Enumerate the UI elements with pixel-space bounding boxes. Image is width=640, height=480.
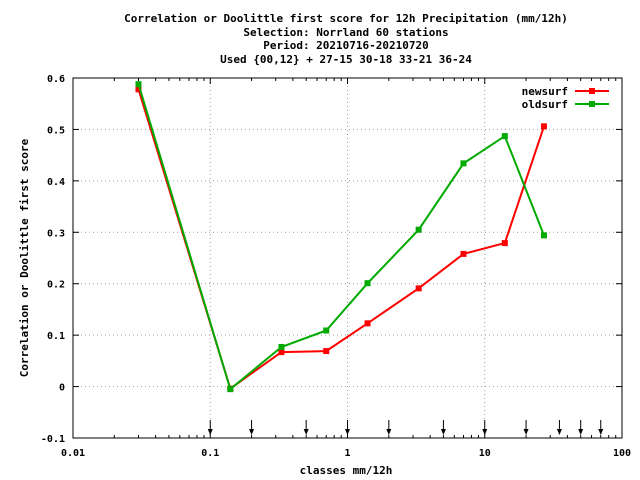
class-markers bbox=[207, 420, 604, 435]
y-tick-label: 0.6 bbox=[47, 74, 65, 85]
x-tick-label: 1 bbox=[344, 448, 350, 459]
chart-title: Correlation or Doolittle first score for… bbox=[124, 12, 568, 66]
x-tick-label: 10 bbox=[479, 448, 491, 459]
oldsurf-point bbox=[501, 133, 508, 140]
oldsurf-line bbox=[137, 83, 545, 391]
newsurf-point bbox=[501, 240, 508, 247]
title-line-4: Used {00,12} + 27-15 30-18 33-21 36-24 bbox=[220, 53, 472, 66]
newsurf-point bbox=[460, 250, 467, 257]
x-tick-label: 100 bbox=[613, 448, 631, 459]
newsurf-point bbox=[278, 349, 285, 356]
class-marker-arrow bbox=[345, 429, 350, 435]
class-marker-arrow bbox=[523, 429, 529, 435]
oldsurf-point bbox=[460, 160, 467, 167]
newsurf-point bbox=[135, 86, 142, 93]
legend-marker-newsurf bbox=[589, 88, 595, 94]
legend-marker-oldsurf bbox=[589, 101, 595, 107]
newsurf-point bbox=[415, 285, 422, 292]
legend-label-newsurf: newsurf bbox=[522, 85, 568, 98]
oldsurf-point bbox=[364, 280, 371, 287]
series-layer bbox=[135, 81, 547, 393]
y-tick-label: 0.1 bbox=[47, 331, 65, 342]
class-marker-arrow bbox=[386, 429, 392, 435]
x-tick-label: 0.1 bbox=[201, 448, 219, 459]
class-marker-arrow bbox=[556, 429, 562, 435]
class-marker-arrow bbox=[303, 429, 309, 435]
x-axis-label: classes mm/12h bbox=[300, 464, 393, 477]
y-axis-label: Correlation or Doolittle first score bbox=[18, 138, 31, 377]
newsurf-point bbox=[323, 348, 330, 355]
legend-label-oldsurf: oldsurf bbox=[522, 98, 568, 111]
y-tick-label: 0.2 bbox=[47, 280, 65, 291]
grid bbox=[73, 78, 622, 438]
x-axis: 0.01 0.1 1 10 100 bbox=[61, 78, 631, 459]
y-tick-label: 0 bbox=[59, 383, 65, 394]
oldsurf-point bbox=[227, 386, 234, 393]
newsurf-point bbox=[364, 320, 371, 327]
newsurf-line bbox=[137, 89, 545, 391]
oldsurf-point bbox=[323, 327, 330, 334]
oldsurf-point bbox=[540, 232, 547, 239]
y-tick-label: 0.3 bbox=[47, 228, 65, 239]
class-marker-arrow bbox=[578, 429, 584, 435]
y-tick-label: -0.1 bbox=[41, 434, 65, 445]
class-marker-arrow bbox=[598, 429, 604, 435]
title-line-1: Correlation or Doolittle first score for… bbox=[124, 12, 568, 25]
oldsurf-point bbox=[415, 226, 422, 233]
class-marker-arrow bbox=[482, 429, 488, 435]
newsurf-point bbox=[540, 123, 547, 130]
y-axis: -0.1 0 0.1 0.2 0.3 0.4 0.5 0.6 bbox=[41, 74, 622, 445]
oldsurf-point bbox=[135, 81, 142, 88]
title-line-3: Period: 20210716-20210720 bbox=[263, 39, 429, 52]
class-marker-arrow bbox=[207, 429, 213, 435]
y-tick-label: 0.5 bbox=[47, 125, 65, 136]
y-tick-label: 0.4 bbox=[47, 177, 65, 188]
x-tick-label: 0.01 bbox=[61, 448, 85, 459]
class-marker-arrow bbox=[249, 429, 255, 435]
class-marker-arrow bbox=[440, 429, 446, 435]
oldsurf-point bbox=[278, 343, 285, 350]
title-line-2: Selection: Norrland 60 stations bbox=[243, 26, 448, 39]
